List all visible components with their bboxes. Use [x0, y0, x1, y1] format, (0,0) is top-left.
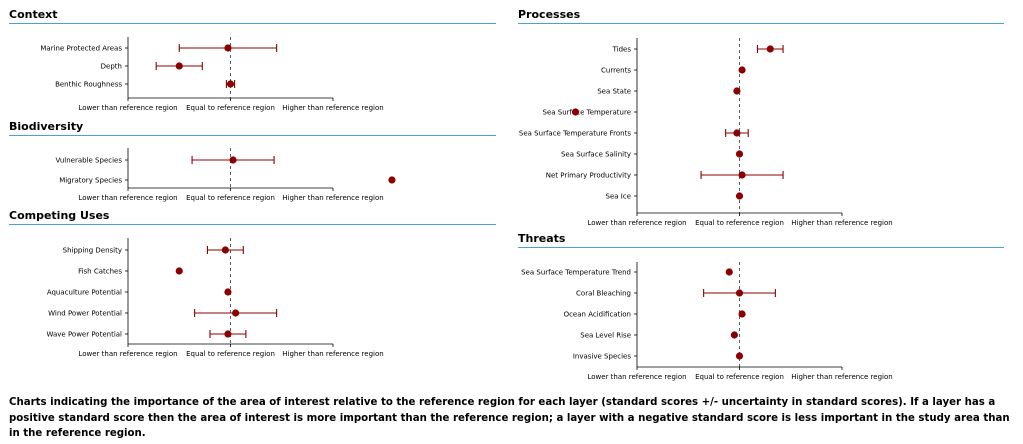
x-tick-label: Equal to reference region: [186, 104, 275, 112]
x-tick-label: Higher than reference region: [282, 350, 383, 358]
y-tick-label: Benthic Roughness: [55, 81, 122, 89]
y-tick-label: Wave Power Potential: [47, 331, 123, 339]
x-tick-label: Equal to reference region: [695, 373, 784, 381]
y-tick-label: Sea Surface Temperature Trend: [521, 269, 631, 277]
y-tick-label: Depth: [101, 63, 122, 71]
section-rule-biodiversity: [9, 135, 496, 136]
y-tick-label: Currents: [601, 67, 631, 75]
y-tick-label: Aquaculture Potential: [47, 289, 122, 297]
y-tick-label: Sea State: [597, 88, 631, 96]
data-point: [224, 44, 232, 52]
y-tick-label: Shipping Density: [63, 247, 122, 255]
section-title-processes: Processes: [518, 8, 581, 21]
x-tick-label: Higher than reference region: [791, 373, 892, 381]
data-point: [224, 330, 232, 338]
x-tick-label: Lower than reference region: [78, 350, 177, 358]
section-rule-competing-uses: [9, 224, 496, 225]
y-tick-label: Vulnerable Species: [56, 157, 123, 165]
data-point: [229, 156, 237, 164]
x-tick-label: Lower than reference region: [587, 373, 686, 381]
y-tick-label: Fish Catches: [78, 268, 122, 276]
data-point: [738, 171, 746, 179]
data-point: [738, 310, 746, 318]
x-tick-label: Lower than reference region: [587, 219, 686, 227]
section-title-context: Context: [9, 8, 58, 21]
x-tick-label: Equal to reference region: [695, 219, 784, 227]
y-tick-label: Net Primary Productivity: [546, 172, 631, 180]
data-point: [735, 289, 744, 297]
x-tick-label: Higher than reference region: [282, 104, 383, 112]
data-point: [735, 150, 744, 158]
figure-caption: Charts indicating the importance of the …: [9, 397, 1010, 439]
y-tick-label: Marine Protected Areas: [40, 45, 122, 53]
data-point: [175, 62, 183, 70]
section-rule-threats: [518, 247, 1004, 248]
section-title-competing-uses: Competing Uses: [9, 209, 110, 222]
x-tick-label: Higher than reference region: [282, 194, 383, 202]
y-tick-label: Sea Level Rise: [580, 332, 631, 340]
data-point: [735, 352, 744, 360]
y-tick-label: Migratory Species: [59, 177, 122, 185]
x-tick-label: Higher than reference region: [791, 219, 892, 227]
section-rule-context: [9, 23, 496, 24]
x-tick-label: Lower than reference region: [78, 104, 177, 112]
y-tick-label: Sea Ice: [606, 193, 631, 201]
data-point: [571, 108, 580, 116]
data-point: [224, 288, 232, 296]
data-point: [738, 66, 746, 74]
data-point: [388, 176, 396, 184]
data-point: [221, 246, 229, 254]
data-point: [226, 80, 235, 88]
y-tick-label: Tides: [612, 46, 632, 54]
y-tick-label: Sea Surface Temperature Fronts: [519, 130, 631, 138]
section-rule-processes: [518, 23, 1004, 24]
y-tick-label: Sea Surface Salinity: [561, 151, 631, 159]
data-point: [733, 87, 741, 95]
y-tick-label: Invasive Species: [573, 353, 631, 361]
x-tick-label: Lower than reference region: [78, 194, 177, 202]
x-tick-label: Equal to reference region: [186, 350, 275, 358]
data-point: [175, 267, 183, 275]
data-point: [232, 309, 240, 317]
section-title-biodiversity: Biodiversity: [9, 120, 84, 133]
y-tick-label: Coral Bleaching: [576, 290, 631, 298]
y-tick-label: Ocean Acidification: [564, 311, 631, 319]
y-tick-label: Wind Power Potential: [48, 310, 122, 318]
section-title-threats: Threats: [518, 232, 566, 245]
data-point: [735, 192, 744, 200]
x-tick-label: Equal to reference region: [186, 194, 275, 202]
y-tick-label: Sea Surface Temperature: [543, 109, 632, 117]
data-point: [733, 129, 741, 137]
data-point: [725, 268, 733, 276]
data-point: [766, 45, 774, 53]
data-point: [730, 331, 738, 339]
